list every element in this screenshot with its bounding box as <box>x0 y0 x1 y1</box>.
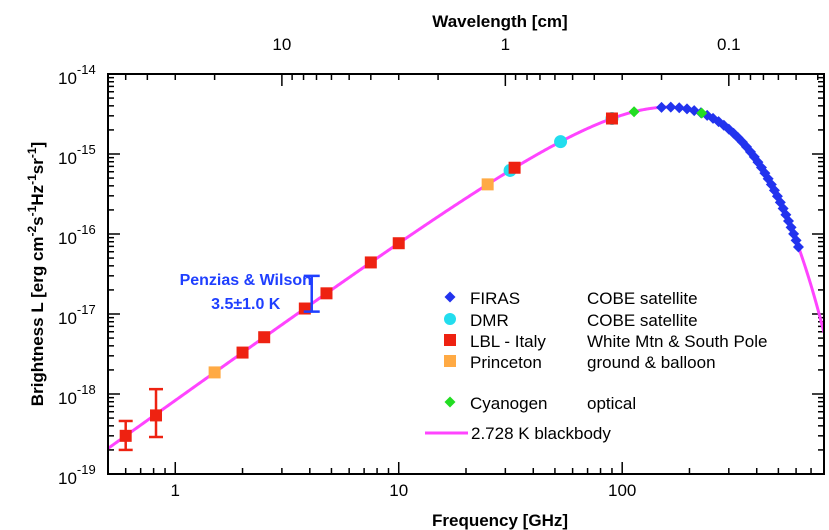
point-lbl-italy <box>605 112 618 125</box>
annotation-label: Penzias & Wilson <box>180 272 312 289</box>
x-tick-label: 1 <box>171 481 180 500</box>
point-princeton <box>208 366 221 379</box>
point-lbl-italy <box>392 237 405 250</box>
point-firas <box>656 101 668 113</box>
legend-marker <box>444 355 456 367</box>
y-tick-label: 10-18 <box>58 382 96 408</box>
legend-series-description: COBE satellite <box>587 311 698 330</box>
legend: FIRAS COBE satellite DMR COBE satellite LBL … <box>425 289 767 443</box>
annotation-sublabel: 3.5±1.0 K <box>211 296 281 313</box>
x-tick-label: 100 <box>608 481 636 500</box>
legend-marker <box>444 313 456 325</box>
point-princeton <box>481 178 494 191</box>
legend-series-description: White Mtn & South Pole <box>587 332 767 351</box>
x2-tick-label: 0.1 <box>717 35 741 54</box>
legend-blackbody-label: 2.728 K blackbody <box>471 424 611 443</box>
point-lbl-italy <box>320 287 333 300</box>
legend-marker <box>444 334 456 346</box>
data-points <box>118 101 804 452</box>
point-firas <box>665 101 677 113</box>
legend-marker <box>444 291 456 303</box>
legend-series-description: ground & balloon <box>587 353 716 372</box>
point-cyanogen <box>696 107 708 119</box>
point-cyanogen <box>628 106 640 118</box>
point-lbl-italy <box>236 346 249 359</box>
point-lbl-italy <box>508 161 521 174</box>
point-lbl-italy <box>150 409 163 422</box>
y-tick-label: 10-19 <box>58 462 96 488</box>
x-tick-label: 10 <box>389 481 408 500</box>
legend-series-description: COBE satellite <box>587 289 698 308</box>
point-lbl-italy <box>258 331 271 344</box>
legend-series-name: Cyanogen <box>470 394 548 413</box>
legend-series-name: FIRAS <box>470 289 520 308</box>
point-firas <box>792 241 804 253</box>
y-tick-label: 10-17 <box>58 302 96 328</box>
legend-series-name: Princeton <box>470 353 542 372</box>
point-dmr <box>554 135 568 149</box>
point-lbl-italy <box>364 256 377 269</box>
legend-series-description: optical <box>587 394 636 413</box>
y-tick-label: 10-15 <box>58 142 96 168</box>
x2-tick-label: 10 <box>272 35 291 54</box>
legend-series-name: DMR <box>470 311 509 330</box>
plot-frame <box>107 73 825 475</box>
legend-series-name: LBL - Italy <box>470 332 546 351</box>
bottom-axis-title: Frequency [GHz] <box>432 511 568 530</box>
legend-marker <box>444 396 456 408</box>
point-firas <box>673 102 685 114</box>
point-lbl-italy <box>119 429 132 442</box>
y-tick-label: 10-14 <box>58 62 96 88</box>
x2-tick-label: 1 <box>501 35 510 54</box>
y-axis-title: Brightness L [erg cm-2s-1Hz-1sr-1] <box>25 142 47 406</box>
top-axis-title: Wavelength [cm] <box>432 12 567 31</box>
annotations: Penzias & Wilson 3.5±1.0 K <box>180 272 320 313</box>
y-tick-label: 10-16 <box>58 222 96 248</box>
axis-ticks: 1 10 100 10 1 0.1 10-19 10-18 10-17 10-16 10-15 10-… <box>58 35 825 500</box>
